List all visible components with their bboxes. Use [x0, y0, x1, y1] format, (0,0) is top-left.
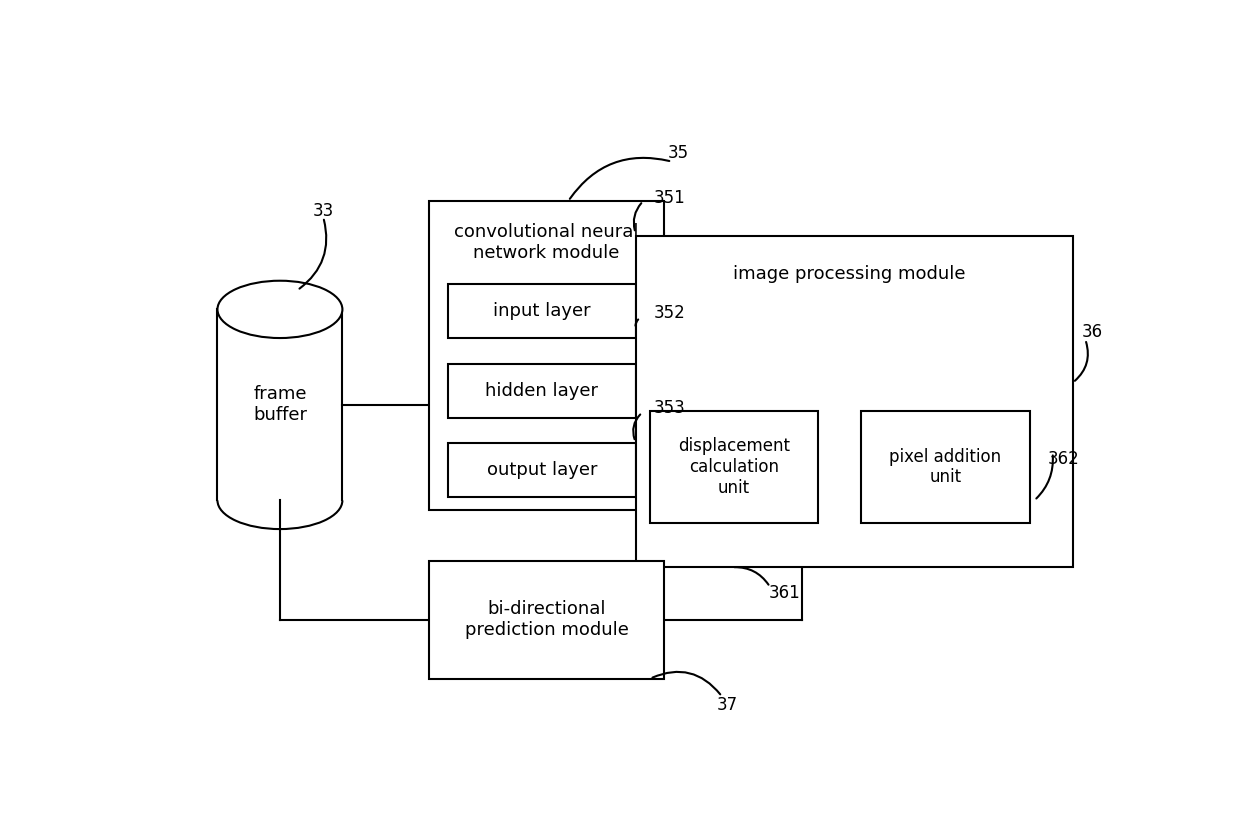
Text: 33: 33 — [312, 202, 334, 220]
Text: 352: 352 — [653, 304, 684, 322]
Text: frame
buffer: frame buffer — [253, 385, 308, 424]
Text: 351: 351 — [653, 189, 684, 207]
Ellipse shape — [217, 280, 342, 338]
Text: 35: 35 — [668, 145, 689, 162]
Text: 361: 361 — [769, 584, 800, 602]
FancyBboxPatch shape — [635, 237, 1073, 567]
Text: 37: 37 — [717, 696, 738, 715]
FancyBboxPatch shape — [429, 561, 665, 679]
Text: bi-directional
prediction module: bi-directional prediction module — [465, 600, 629, 639]
FancyBboxPatch shape — [448, 284, 635, 338]
FancyBboxPatch shape — [448, 364, 635, 418]
Text: 36: 36 — [1081, 323, 1102, 341]
Text: image processing module: image processing module — [733, 265, 966, 284]
Text: displacement
calculation
unit: displacement calculation unit — [678, 437, 790, 497]
Text: convolutional neural
network module: convolutional neural network module — [454, 223, 639, 262]
FancyBboxPatch shape — [429, 201, 665, 510]
Text: 353: 353 — [653, 399, 684, 417]
Text: input layer: input layer — [494, 302, 590, 320]
Text: output layer: output layer — [486, 461, 596, 479]
FancyBboxPatch shape — [448, 443, 635, 497]
FancyBboxPatch shape — [650, 411, 818, 523]
Text: 362: 362 — [1048, 450, 1079, 468]
Text: hidden layer: hidden layer — [485, 381, 599, 399]
FancyBboxPatch shape — [862, 411, 1029, 523]
Text: pixel addition
unit: pixel addition unit — [889, 447, 1002, 486]
